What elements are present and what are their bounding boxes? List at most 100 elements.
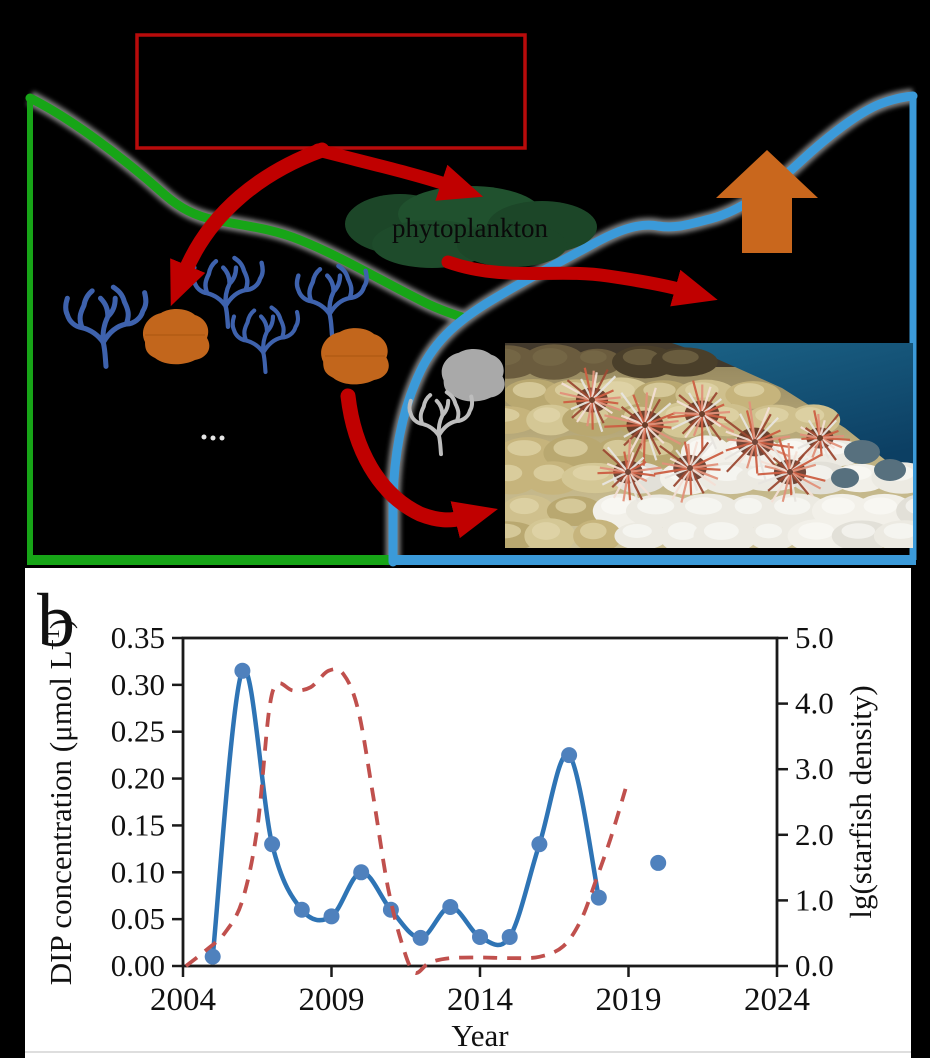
starfish-spine [594,396,621,401]
coral-bump-highlight [643,382,676,398]
coral-bump-highlight [580,522,607,540]
starfish-spine [561,382,590,400]
starfish-spine [691,441,714,467]
starfish-spine [822,429,839,438]
starfish-spine [590,402,594,430]
staghorn-coral-icon [193,258,263,327]
starfish-spine [612,474,628,499]
starfish-spine [687,443,691,466]
dip-marker [353,864,370,881]
starfish-spine [675,449,690,467]
starfish-spine [627,474,632,501]
coral-bump-highlight [599,381,635,399]
increase-up-arrow [716,150,818,253]
coral-bump-highlight [863,497,898,515]
starfish-spine [646,426,665,444]
chart-series [184,662,667,975]
starfish-spine [594,399,621,412]
starfish-spine [690,470,705,494]
coral-bump-highlight [555,498,587,514]
right-tick-label: 1.0 [795,882,834,917]
starfish-spine [822,438,843,449]
coral-bump-highlight [531,522,561,540]
coral-bump-highlight [601,497,632,515]
panel-b-card: b 0.00 0.05 0.10 0.15 0.20 0.25 0.30 0.35 0.0 1.0… [25,568,911,1058]
starfish-spine [630,466,662,473]
right-tick-label: 3.0 [795,751,834,786]
starfish-spine [704,413,727,420]
x-tick-label: 2014 [447,982,513,1018]
starfish-spine [570,400,590,411]
starfish-spine [702,391,718,413]
starfish-spine [791,473,810,495]
coral-bump-highlight [505,348,521,366]
coral-bump-highlight [883,523,913,539]
starfish-spine [667,413,700,419]
left-tick-label: 0.10 [111,854,165,889]
crown-of-thorns-starfish [559,367,851,503]
starfish-spine [689,470,699,492]
starfish-spine [591,402,604,433]
photo-water [672,343,913,482]
starfish-spine [620,414,643,425]
starfish-spine [726,438,753,443]
orange-blob [142,309,210,365]
starfish-spine [645,398,661,423]
starfish-spine [593,375,617,399]
starfish-spine [689,470,693,496]
starfish-spine [757,429,781,442]
starfish-spine [745,444,756,469]
coral-bump-highlight [755,523,783,539]
starfish-spine [756,416,779,441]
starfish-spine [566,379,591,399]
starfish-spine [583,367,593,398]
right-tick-label: 4.0 [795,686,834,721]
starfish-spine [820,440,830,459]
dead-coral-group [407,349,505,457]
starfish-spine [726,443,754,473]
arrow-input-to-coral [170,142,330,307]
coral-bump-highlight [637,497,675,515]
starfish-spine [792,454,822,472]
starfish-spine [591,372,598,398]
starfish-spine [597,471,626,475]
starfish-spine [661,462,688,469]
starfish-spine [704,410,731,415]
starfish-spine [807,419,820,437]
starfish-spine [671,414,700,430]
starfish-spine [767,473,789,492]
starfish-spine [703,414,722,428]
coral-bump-highlight [505,523,522,539]
starfish-spine [678,394,701,413]
left-tick-label: 0.20 [111,761,165,796]
starfish-spine [601,472,626,486]
starfish-spine [692,467,721,471]
panel-b-chart: b 0.00 0.05 0.10 0.15 0.20 0.25 0.30 0.35 0.0 1.0… [37,579,878,1053]
starfish-spine [801,437,818,441]
phytoplankton-label: phytoplankton [392,213,548,243]
arrow-to-starfish-photo [340,388,498,539]
chart-axes [172,636,788,977]
starfish-spine [623,425,643,438]
starfish-spine [676,400,700,414]
x-tick-label: 2024 [744,982,810,1018]
starfish-spine [792,463,817,473]
starfish-spine [684,415,702,439]
starfish-spine [821,438,836,450]
starfish-spine [787,442,791,470]
coral-bump-highlight [662,349,699,365]
starfish-spine [724,442,753,461]
starfish-spine [669,457,688,468]
panel-a-diagram: phytoplankton [25,33,918,567]
coral-bump-highlight [755,407,789,423]
left-tick-label: 0.25 [111,714,165,749]
starfish-spine [755,413,772,440]
coral-bump-highlight [622,524,652,538]
dip-marker [501,928,518,945]
starfish-spine [642,427,647,466]
starfish-spine [559,391,590,401]
dip-marker [590,889,607,906]
starfish-spine [563,399,590,404]
starfish-spine [611,473,627,489]
